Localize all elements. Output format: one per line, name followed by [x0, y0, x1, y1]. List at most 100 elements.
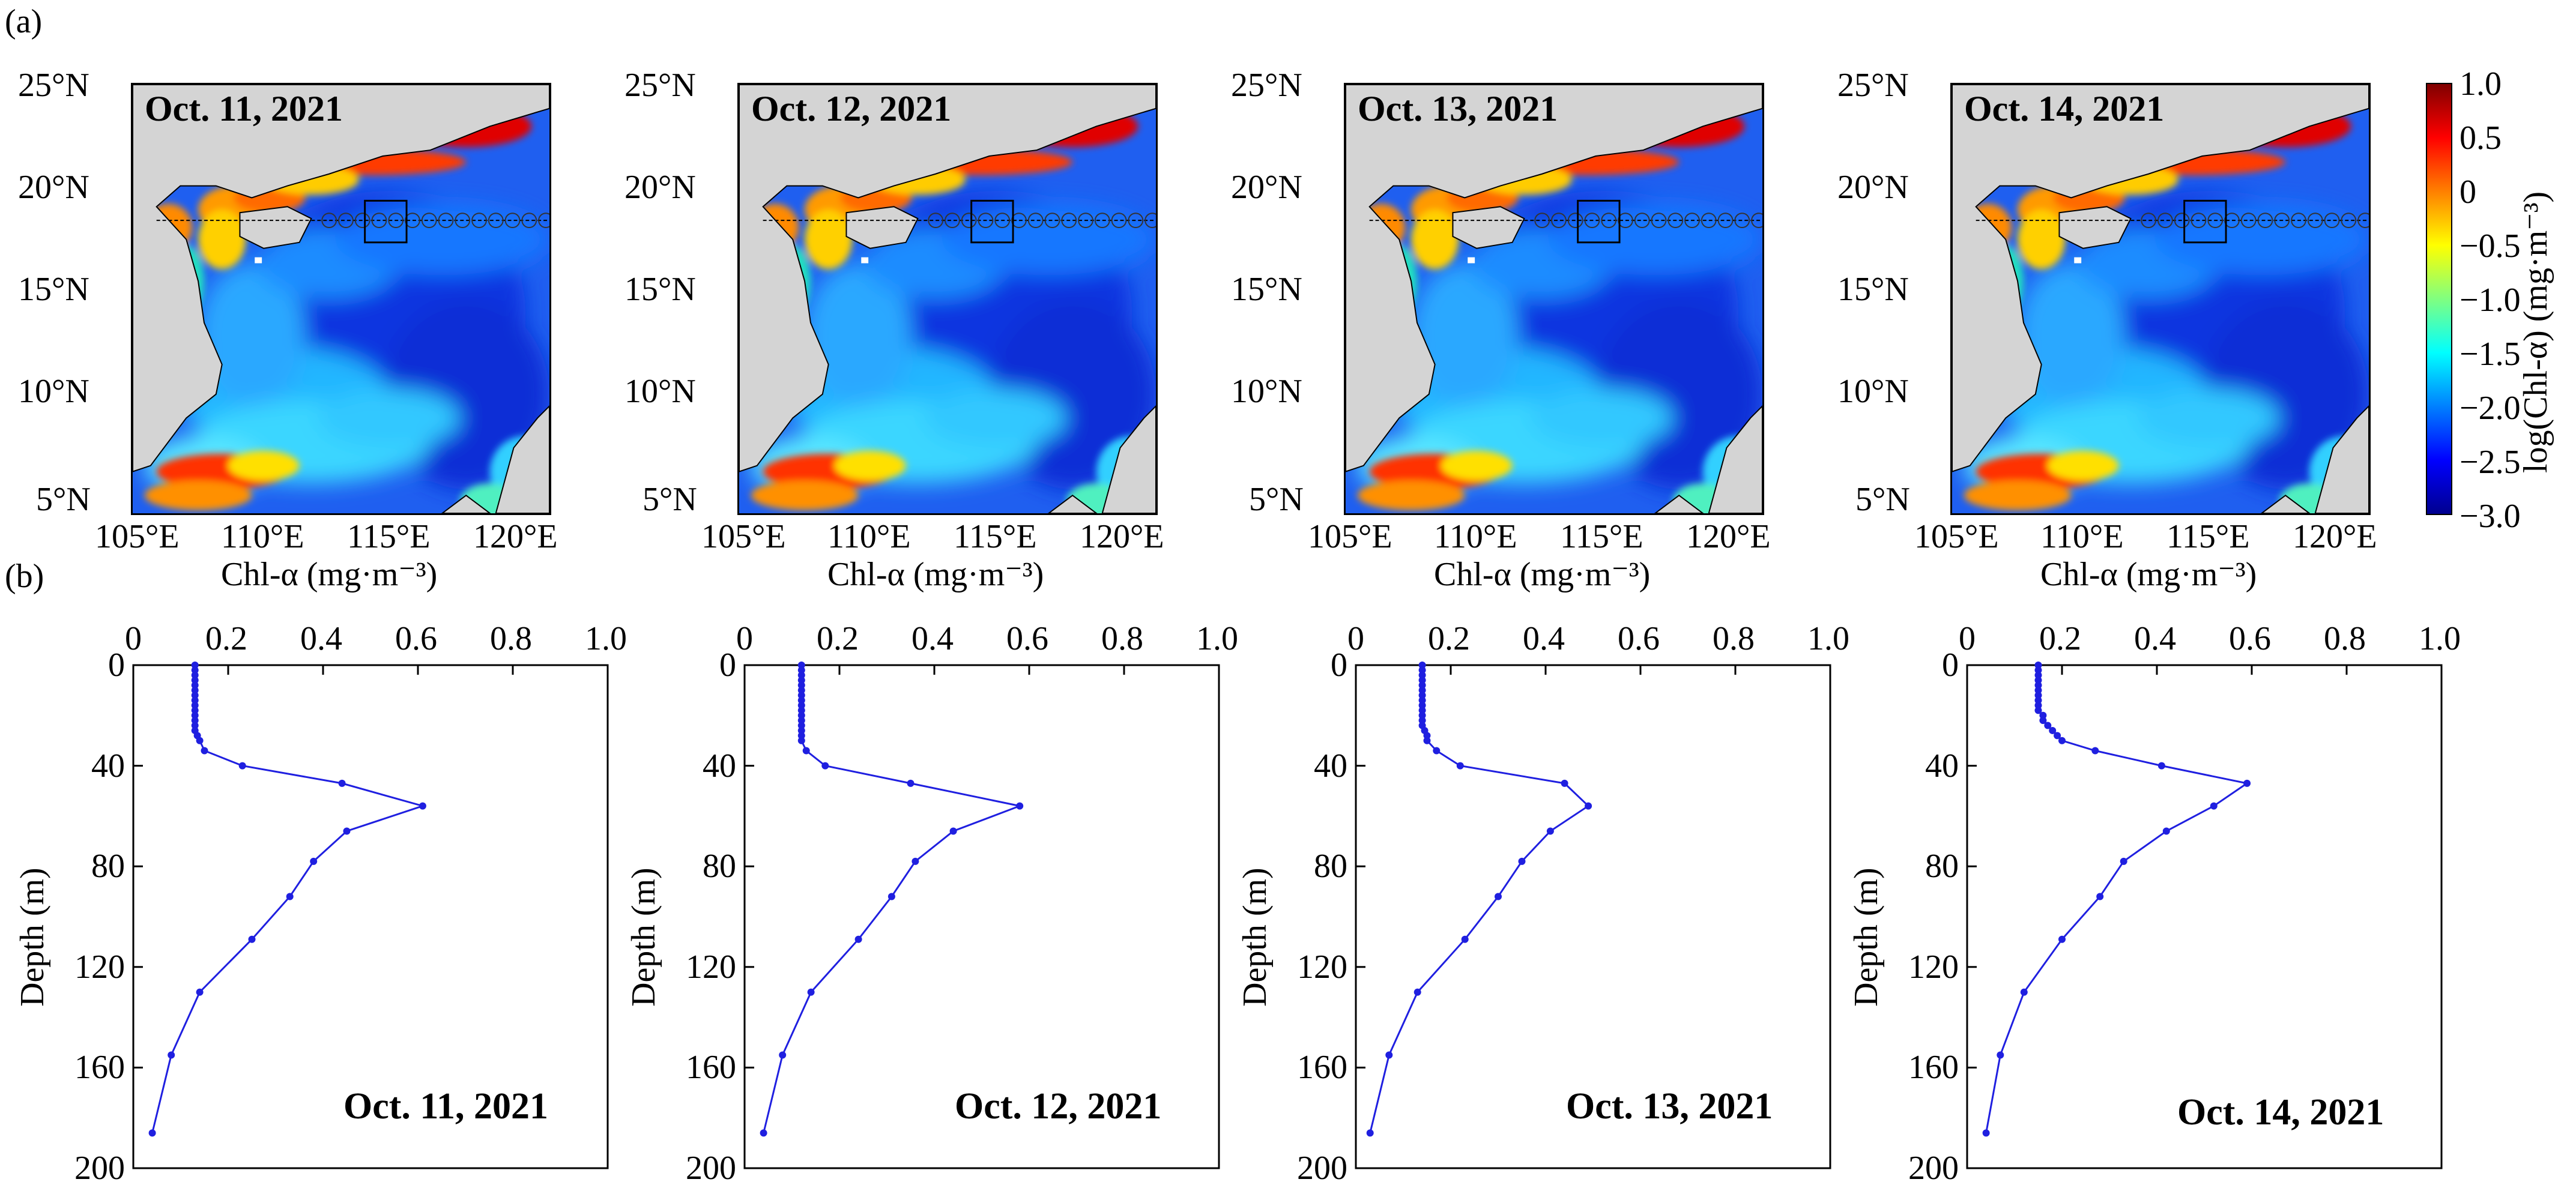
y-tick-label: 80 — [1314, 848, 1347, 885]
x-tick-label: 0.2 — [817, 620, 859, 657]
lat-tick: 25°N — [1231, 67, 1302, 104]
y-tick-label: 0 — [1331, 647, 1347, 684]
x-tick-label: 0.4 — [912, 620, 954, 657]
lat-tick: 25°N — [1837, 67, 1909, 104]
y-axis-label: Depth (m) — [625, 867, 662, 1007]
x-tick-label: 0 — [125, 620, 142, 657]
y-tick-label: 120 — [74, 948, 125, 986]
lon-tick: 110°E — [2040, 518, 2124, 555]
chl-profile-point — [2157, 762, 2165, 770]
y-tick-label: 80 — [91, 848, 125, 885]
chl-profile-point — [1385, 1051, 1393, 1059]
colorbar-tick: −1.5 — [2460, 336, 2521, 373]
chl-profile-point — [2034, 707, 2042, 714]
lat-tick: 20°N — [18, 169, 89, 206]
chl-profile-point — [797, 681, 805, 689]
chl-profile-point — [797, 722, 805, 729]
colorbar-tick: −1.0 — [2460, 282, 2521, 319]
map-date-label: Oct. 13, 2021 — [1358, 89, 1558, 128]
chl-profile-point — [2049, 726, 2057, 734]
chl-profile-point — [191, 711, 199, 719]
chl-profile-point — [2058, 737, 2066, 744]
chl-profile-point — [1418, 671, 1426, 679]
colorbar-tick: −3.0 — [2460, 498, 2521, 535]
chl-profile-point — [2054, 732, 2061, 740]
lat-tick: 5°N — [36, 481, 91, 518]
chl-profile-point — [912, 857, 919, 865]
chl-profile-point — [1418, 677, 1426, 684]
chl-profile-point — [286, 893, 294, 900]
map-xlabel: Chl-α (mg·m⁻³) — [2040, 556, 2257, 593]
chl-profile-point — [191, 681, 199, 689]
x-tick-label: 1.0 — [1807, 620, 1849, 657]
chl-profile-point — [1997, 1051, 2004, 1059]
chl-profile-point — [2091, 747, 2099, 755]
chl-profile-line — [1369, 665, 1590, 1133]
chl-profile-point — [191, 722, 199, 729]
x-tick-label: 0.4 — [1523, 620, 1565, 657]
colorbar: 1.0 0.5 0 −0.5 −1.0 −1.5 −2.0 −2.5 −3.0 log(Chl-… — [2426, 65, 2576, 535]
profile-date-label: Oct. 11, 2021 — [343, 1086, 548, 1127]
y-tick-label: 40 — [703, 747, 736, 785]
colorbar-tick: −2.0 — [2460, 390, 2521, 427]
chl-profile-point — [1418, 666, 1426, 674]
plot-frame — [1966, 664, 2443, 1169]
lon-tick: 115°E — [347, 518, 431, 555]
y-tick-label: 160 — [1908, 1049, 1959, 1087]
chl-profile-point — [191, 696, 199, 704]
chl-profile-point — [1561, 779, 1568, 787]
chl-profile-point — [343, 827, 351, 835]
panel-label-b: (b) — [5, 558, 44, 595]
plot-frame — [132, 664, 609, 1169]
chl-profile-point — [2034, 692, 2042, 699]
lon-tick: 120°E — [2293, 518, 2377, 555]
y-tick-label: 40 — [91, 747, 125, 785]
plot-frame — [743, 664, 1220, 1169]
chl-profile-line — [1985, 665, 2249, 1133]
profile-date-label: Oct. 13, 2021 — [1566, 1086, 1773, 1127]
x-tick-label: 0.8 — [2324, 620, 2366, 657]
x-tick-label: 0.6 — [1006, 620, 1048, 657]
lat-tick: 5°N — [642, 481, 697, 518]
lon-tick: 110°E — [827, 518, 911, 555]
x-tick-label: 0.6 — [1618, 620, 1660, 657]
y-axis-label: Depth (m) — [1236, 867, 1274, 1007]
map-plot: Oct. 12, 2021 — [737, 83, 1158, 515]
chlorophyll-map — [133, 85, 549, 513]
map-plot: Oct. 11, 2021 — [131, 83, 551, 515]
chl-profile-point — [1982, 1129, 1990, 1137]
chl-profile-point — [802, 747, 810, 755]
chl-profile-point — [2210, 802, 2218, 810]
profile-panel-1: 0 0.2 0.4 0.6 0.8 1.0 0 40 80 120 160 200 Depth (m) O… — [14, 620, 627, 1187]
y-tick-label: 160 — [686, 1049, 736, 1087]
lon-tick: 105°E — [1914, 518, 1999, 555]
lat-tick: 20°N — [1231, 169, 1302, 206]
chl-profile-point — [760, 1129, 767, 1137]
chl-profile-point — [168, 1051, 175, 1059]
chl-profile-point — [191, 686, 199, 694]
x-tick-label: 0.6 — [2229, 620, 2271, 657]
x-tick-label: 0 — [1959, 620, 1976, 657]
chl-profile-point — [797, 702, 805, 710]
chl-profile-point — [148, 1129, 156, 1137]
y-tick-label: 120 — [1297, 948, 1347, 986]
map-date-label: Oct. 14, 2021 — [1964, 89, 2165, 128]
chl-profile-point — [191, 717, 199, 725]
map-xlabel: Chl-α (mg·m⁻³) — [827, 556, 1044, 593]
profile-panel-3: 0 0.2 0.4 0.6 0.8 1.0 0 40 80 120 160 200 Depth (m) O… — [1236, 620, 1849, 1187]
chl-profile-point — [191, 702, 199, 710]
x-tick-label: 0.8 — [490, 620, 532, 657]
profile-panel-2: 0 0.2 0.4 0.6 0.8 1.0 0 40 80 120 160 200 Depth (m) O… — [625, 620, 1238, 1187]
y-tick-label: 200 — [1297, 1150, 1347, 1187]
map-plot: Oct. 14, 2021 — [1950, 83, 2371, 515]
x-tick-label: 0.2 — [1428, 620, 1470, 657]
chl-profile-point — [1518, 857, 1526, 865]
chl-profile-point — [2020, 988, 2028, 996]
y-tick-label: 200 — [74, 1150, 125, 1187]
chl-profile-point — [797, 696, 805, 704]
chl-profile-point — [807, 988, 815, 996]
x-tick-label: 0.8 — [1713, 620, 1755, 657]
y-tick-label: 40 — [1314, 747, 1347, 785]
lat-tick: 10°N — [18, 373, 89, 410]
lon-tick: 120°E — [1080, 518, 1164, 555]
